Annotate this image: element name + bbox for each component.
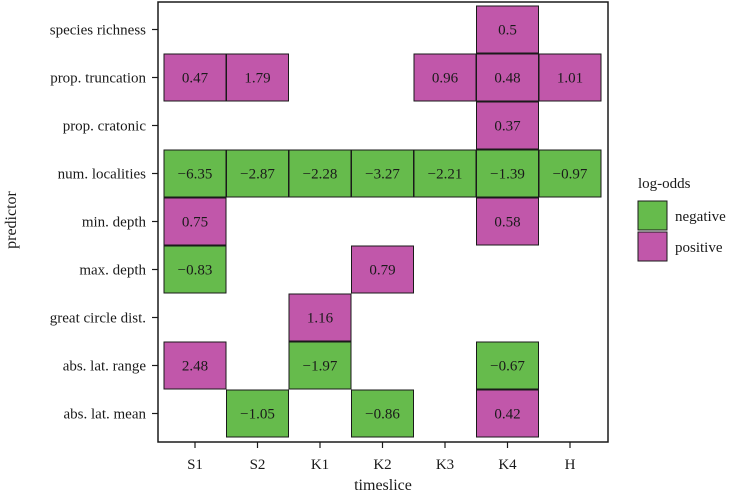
x-tick-label-h: H	[565, 457, 576, 473]
cell-value-label: −0.83	[178, 263, 213, 279]
legend-title: log-odds	[638, 176, 691, 192]
cells-layer: 0.5 0.47 1.79 0.96 0.48 1.01 0.37 −6.35 −2.87 −2.…	[163, 5, 602, 438]
heatmap-cell-h-num-localities	[538, 149, 602, 198]
x-axis-title: timeslice	[354, 477, 412, 494]
heatmap-cell-k4-prop-truncation	[476, 53, 539, 102]
heatmap-cell-k1-abs-lat-range	[288, 341, 352, 390]
cell-value-label: −3.27	[365, 167, 400, 183]
x-tick-label-k3: K3	[436, 457, 454, 473]
heatmap-cell-k1-great-circle-dist	[288, 293, 352, 342]
cell-value-label: −0.67	[490, 359, 525, 375]
y-tick-label-min-depth: min. depth	[82, 215, 147, 231]
x-axis: S1 S2 K1 K2 K3 K4 H	[187, 442, 576, 473]
y-tick-label-abs-lat-mean: abs. lat. mean	[64, 407, 147, 423]
cell-value-label: −2.21	[428, 167, 463, 183]
x-tick-label-s1: S1	[187, 457, 203, 473]
cell-value-label: 1.79	[244, 71, 270, 87]
heatmap-cell-k4-abs-lat-range	[476, 341, 539, 390]
y-tick-label-prop-cratonic: prop. cratonic	[63, 119, 147, 135]
cell-value-label: 1.16	[307, 311, 334, 327]
heatmap-cell-k4-species-richness	[476, 5, 539, 54]
cell-value-label: 0.42	[494, 407, 520, 423]
heatmap-cell-s1-abs-lat-range	[163, 341, 227, 390]
x-tick-label-k2: K2	[373, 457, 391, 473]
cell-value-label: 0.37	[494, 119, 521, 135]
legend-label-positive: positive	[675, 240, 723, 256]
y-tick-label-species-richness: species richness	[50, 23, 146, 39]
x-tick-label-k1: K1	[311, 457, 329, 473]
heatmap-cell-s2-num-localities	[226, 149, 289, 198]
y-tick-label-prop-truncation: prop. truncation	[50, 71, 146, 87]
legend-swatch-positive	[637, 231, 668, 262]
heatmap-cell-k2-max-depth	[351, 245, 414, 294]
heatmap-cell-k2-num-localities	[351, 149, 414, 198]
heatmap-cell-k4-min-depth	[476, 197, 539, 246]
heatmap-cell-k3-num-localities	[413, 149, 477, 198]
cell-value-label: 1.01	[557, 71, 583, 87]
x-tick-label-s2: S2	[250, 457, 266, 473]
legend-label-negative: negative	[675, 209, 726, 225]
cell-value-label: 0.47	[182, 71, 209, 87]
heatmap-cell-k4-abs-lat-mean	[476, 389, 539, 438]
cell-value-label: 2.48	[182, 359, 208, 375]
y-tick-label-num-localities: num. localities	[58, 167, 146, 183]
cell-value-label: 0.5	[498, 23, 517, 39]
heatmap-cell-k4-num-localities	[476, 149, 539, 198]
x-tick-label-k4: K4	[498, 457, 517, 473]
cell-value-label: 0.96	[432, 71, 459, 87]
cell-value-label: −0.86	[365, 407, 400, 423]
heatmap-cell-s2-abs-lat-mean	[226, 389, 289, 438]
legend-swatch-negative	[637, 200, 668, 231]
cell-value-label: −1.39	[490, 167, 525, 183]
heatmap-cell-k3-prop-truncation	[413, 53, 477, 102]
cell-value-label: −0.97	[553, 167, 588, 183]
legend: log-odds negative positive	[637, 176, 726, 262]
y-tick-label-max-depth: max. depth	[79, 263, 146, 279]
heatmap-cell-s1-num-localities	[163, 149, 227, 198]
heatmap-cell-s2-prop-truncation	[226, 53, 289, 102]
cell-value-label: −2.87	[240, 167, 275, 183]
heatmap-cell-k4-prop-cratonic	[476, 101, 539, 150]
cell-value-label: −1.97	[303, 359, 338, 375]
cell-value-label: 0.75	[182, 215, 208, 231]
heatmap-cell-s1-max-depth	[163, 245, 227, 294]
heatmap-cell-s1-min-depth	[163, 197, 227, 246]
cell-value-label: −1.05	[240, 407, 275, 423]
heatmap-cell-h-prop-truncation	[538, 53, 602, 102]
y-axis: species richness prop. truncation prop. cr…	[50, 23, 158, 423]
y-tick-label-abs-lat-range: abs. lat. range	[63, 359, 147, 375]
heatmap-cell-k1-num-localities	[288, 149, 352, 198]
heatmap-cell-k2-abs-lat-mean	[351, 389, 414, 438]
cell-value-label: −6.35	[178, 167, 213, 183]
cell-value-label: 0.79	[369, 263, 395, 279]
cell-value-label: −2.28	[303, 167, 338, 183]
cell-value-label: 0.58	[494, 215, 520, 231]
y-axis-title: predictor	[3, 190, 20, 248]
y-tick-label-great-circle-dist: great circle dist.	[50, 311, 146, 327]
cell-value-label: 0.48	[494, 71, 520, 87]
